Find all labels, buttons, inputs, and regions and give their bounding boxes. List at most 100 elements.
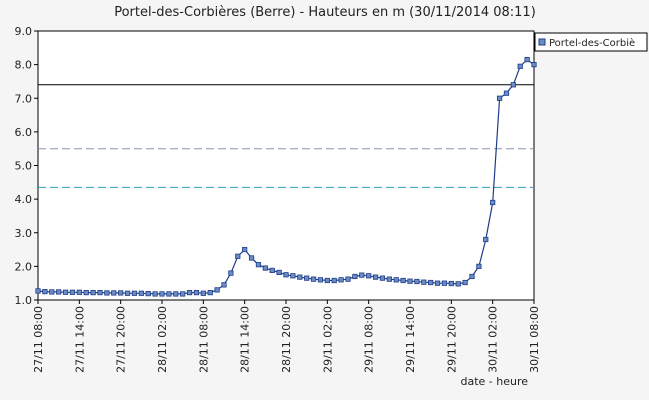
data-point	[221, 282, 227, 288]
data-point	[207, 290, 213, 296]
data-point	[62, 289, 69, 295]
data-point	[83, 290, 89, 296]
data-point	[366, 273, 372, 279]
data-point	[118, 290, 124, 296]
data-point	[400, 277, 406, 284]
x-tick-label: 27/11 08:00	[32, 306, 45, 373]
data-point	[76, 289, 82, 295]
x-tick-label: 29/11 20:00	[445, 306, 458, 373]
data-point	[180, 291, 186, 297]
data-point	[496, 95, 503, 101]
data-point	[193, 290, 200, 296]
y-tick-label: 8.0	[15, 59, 33, 72]
data-point	[56, 289, 62, 295]
y-tick-label: 3.0	[15, 227, 33, 240]
data-point	[421, 279, 427, 285]
data-point	[469, 273, 475, 280]
x-tick-label: 29/11 02:00	[321, 306, 334, 373]
data-point	[372, 274, 379, 280]
data-point	[448, 280, 454, 287]
data-point	[310, 276, 317, 282]
y-tick-label: 6.0	[15, 126, 33, 139]
data-point	[379, 275, 386, 281]
data-point	[345, 276, 351, 282]
data-point	[69, 289, 76, 295]
data-point	[283, 272, 289, 278]
x-tick-label: 28/11 02:00	[156, 306, 169, 373]
y-tick-label: 1.0	[15, 294, 33, 307]
data-point	[434, 280, 441, 286]
data-point	[97, 290, 103, 296]
data-point	[324, 277, 330, 284]
x-tick-label: 28/11 20:00	[280, 306, 293, 373]
data-point	[248, 255, 255, 261]
legend-box	[534, 32, 648, 52]
data-point	[359, 272, 365, 278]
plot-area	[37, 30, 535, 301]
data-point	[90, 290, 96, 296]
data-point	[276, 269, 282, 276]
data-point	[455, 281, 461, 287]
data-point	[152, 291, 158, 297]
chart-title: Portel-des-Corbières (Berre) - Hauteurs …	[114, 5, 536, 20]
x-tick-label: 28/11 08:00	[197, 306, 210, 373]
data-point	[297, 274, 303, 280]
data-point	[131, 290, 138, 296]
data-point	[524, 56, 530, 63]
data-point	[269, 267, 275, 274]
x-tick-label: 27/11 14:00	[73, 306, 86, 373]
data-point	[35, 288, 41, 294]
data-point	[49, 289, 55, 295]
data-point	[428, 279, 434, 286]
data-point	[476, 263, 482, 269]
x-tick-label: 27/11 20:00	[115, 306, 128, 373]
data-point	[200, 290, 206, 296]
data-point	[104, 290, 110, 296]
data-point	[242, 246, 248, 253]
data-point	[138, 290, 144, 296]
data-point	[386, 276, 392, 282]
x-tick-label: 29/11 08:00	[363, 306, 376, 373]
data-point	[490, 199, 496, 206]
data-point	[462, 279, 468, 286]
data-point	[255, 262, 262, 268]
data-point	[262, 265, 268, 271]
data-point	[331, 277, 337, 284]
data-point	[159, 291, 165, 297]
y-tick-label: 5.0	[15, 160, 33, 173]
x-tick-label: 30/11 08:00	[528, 306, 541, 373]
x-tick-label: 28/11 14:00	[239, 306, 252, 373]
data-point	[317, 277, 324, 283]
legend-marker	[538, 38, 546, 46]
data-point	[186, 290, 193, 296]
y-tick-label: 7.0	[15, 92, 33, 105]
x-tick-label: 29/11 14:00	[404, 306, 417, 373]
data-point	[290, 273, 296, 279]
data-point	[531, 62, 537, 68]
data-point	[393, 277, 399, 283]
data-point	[124, 290, 131, 296]
data-point	[173, 291, 179, 297]
y-tick-label: 9.0	[15, 25, 33, 38]
data-point	[304, 275, 310, 281]
data-point	[483, 236, 489, 243]
x-tick-label: 30/11 02:00	[487, 306, 500, 373]
data-point	[510, 82, 516, 88]
data-point	[42, 288, 48, 295]
legend-label: Portel-des-Corbiè	[549, 37, 635, 49]
data-point	[235, 253, 241, 259]
data-point	[441, 280, 448, 286]
data-point	[111, 290, 117, 296]
data-point	[407, 278, 413, 284]
data-point	[517, 63, 523, 69]
x-axis-label: date - heure	[460, 375, 528, 388]
data-point	[352, 273, 358, 280]
data-point	[414, 278, 420, 285]
data-point	[166, 291, 172, 297]
data-point	[214, 287, 220, 293]
y-tick-label: 2.0	[15, 260, 33, 273]
data-point	[338, 277, 344, 283]
data-point	[503, 90, 510, 96]
data-point	[145, 291, 151, 297]
